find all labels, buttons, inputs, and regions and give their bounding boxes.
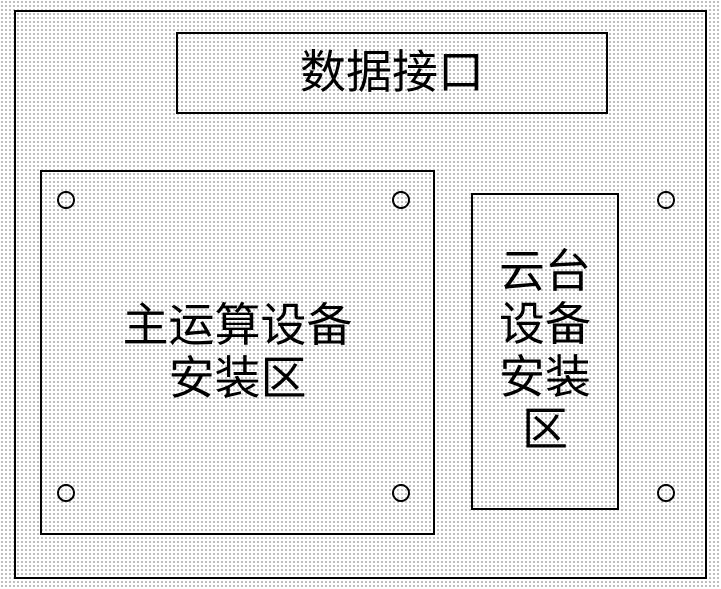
mount-hole-icon — [657, 191, 675, 209]
mount-hole-icon — [57, 191, 75, 209]
mount-hole-icon — [57, 484, 75, 502]
mount-hole-icon — [392, 484, 410, 502]
data-interface-box: 数据接口 — [176, 32, 608, 114]
mount-hole-icon — [657, 484, 675, 502]
gimbal-mount-box: 云台 设备 安装 区 — [471, 193, 619, 510]
mount-hole-icon — [392, 191, 410, 209]
main-compute-mount-box: 主运算设备 安装区 — [40, 170, 435, 535]
diagram-stage: 数据接口 主运算设备 安装区 云台 设备 安装 区 — [0, 0, 721, 589]
